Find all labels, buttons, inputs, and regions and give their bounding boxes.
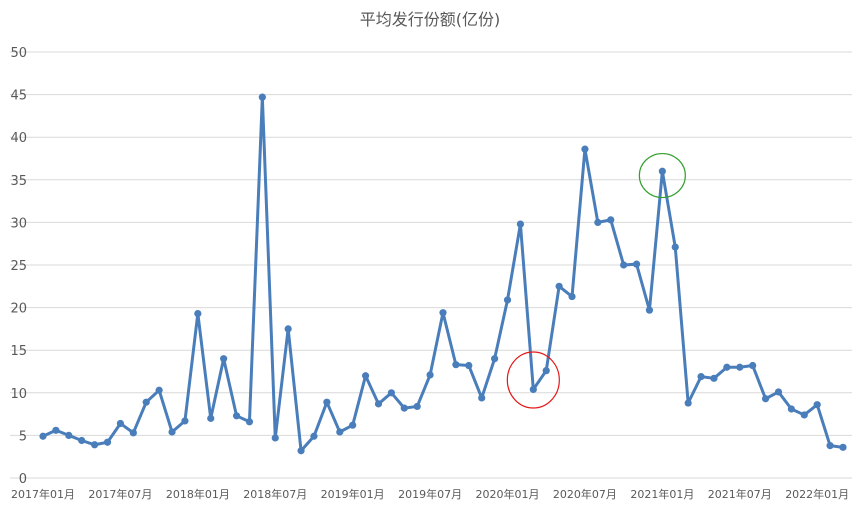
- data-point: [129, 429, 137, 437]
- data-point: [297, 447, 305, 455]
- data-point: [271, 434, 279, 442]
- y-tick-label: 50: [10, 46, 27, 61]
- data-point: [839, 443, 847, 451]
- data-point: [232, 412, 241, 420]
- data-point: [594, 218, 602, 226]
- data-point: [465, 361, 473, 370]
- x-tick-label: 2020年07月: [553, 487, 617, 501]
- data-point: [736, 363, 744, 371]
- data-point: [39, 432, 47, 440]
- data-point: [323, 398, 331, 406]
- data-point: [439, 309, 447, 317]
- data-point: [723, 363, 731, 371]
- annotation-circle: [506, 351, 560, 409]
- data-point: [168, 428, 176, 436]
- data-point: [52, 426, 60, 434]
- data-point: [620, 261, 628, 269]
- data-point: [413, 402, 421, 411]
- data-point: [671, 243, 679, 251]
- data-point: [155, 386, 163, 394]
- data-point: [349, 421, 357, 429]
- data-point: [800, 411, 808, 419]
- y-tick-label: 40: [10, 131, 27, 146]
- data-point: [207, 414, 215, 422]
- y-tick-label: 10: [10, 387, 27, 402]
- y-tick-label: 0: [19, 472, 27, 487]
- data-point: [581, 145, 589, 153]
- x-tick-label: 2018年07月: [243, 487, 307, 501]
- data-point: [142, 398, 150, 406]
- y-tick-label: 5: [19, 429, 27, 444]
- gridlines: [10, 51, 852, 479]
- data-point: [245, 418, 254, 426]
- data-point: [310, 432, 318, 440]
- data-point: [336, 428, 344, 436]
- data-point: [452, 361, 460, 369]
- data-point: [503, 296, 512, 304]
- annotation-circle: [638, 152, 686, 199]
- data-point: [374, 400, 383, 408]
- data-point: [78, 436, 86, 445]
- data-point: [607, 216, 615, 224]
- data-point: [91, 441, 99, 449]
- data-point: [761, 395, 770, 403]
- series-points: [39, 93, 847, 455]
- data-point: [774, 388, 783, 396]
- x-tick-label: 2017年07月: [88, 487, 152, 501]
- x-axis: 2017年01月 2017年07月 2018年01月 2018年07月 2019年01月…: [11, 487, 849, 501]
- data-point: [542, 367, 550, 375]
- data-point: [491, 355, 499, 363]
- x-tick-label: 2018年01月: [166, 487, 230, 501]
- y-tick-label: 15: [10, 344, 27, 359]
- annotations: [506, 152, 686, 409]
- data-point: [813, 401, 821, 409]
- data-point: [284, 325, 292, 333]
- y-tick-label: 25: [10, 259, 27, 274]
- x-tick-label: 2021年07月: [708, 487, 772, 501]
- data-point: [787, 405, 795, 413]
- data-point: [697, 373, 705, 381]
- y-axis: 0 5 10 15 20 25 30 35 40 45 50: [10, 46, 27, 487]
- y-tick-label: 45: [10, 89, 27, 104]
- data-point: [387, 389, 395, 397]
- data-point: [710, 374, 718, 382]
- data-point: [658, 167, 666, 175]
- data-point: [116, 419, 125, 428]
- x-tick-label: 2019年07月: [398, 487, 462, 501]
- x-tick-label: 2017年01月: [11, 487, 75, 501]
- y-tick-label: 30: [10, 216, 27, 231]
- x-tick-label: 2020年01月: [476, 487, 540, 501]
- data-point: [632, 260, 641, 268]
- data-point: [516, 220, 525, 228]
- data-point: [258, 93, 266, 101]
- data-point: [361, 372, 370, 380]
- data-point: [426, 371, 434, 379]
- data-point: [529, 385, 537, 393]
- data-point: [645, 306, 654, 314]
- data-point: [555, 282, 563, 290]
- data-point: [684, 399, 692, 407]
- data-point: [826, 442, 834, 450]
- data-point: [220, 355, 228, 363]
- y-tick-label: 20: [10, 302, 27, 317]
- x-tick-label: 2022年01月: [785, 487, 849, 501]
- data-point: [65, 431, 73, 439]
- series-line: [42, 95, 844, 453]
- y-tick-label: 35: [10, 174, 27, 189]
- data-point: [478, 394, 486, 402]
- data-point: [749, 361, 757, 370]
- data-point: [194, 309, 202, 318]
- data-point: [568, 292, 576, 301]
- data-point: [103, 438, 112, 446]
- chart-title: 平均发行份额(亿份): [360, 10, 501, 29]
- x-tick-label: 2019年01月: [321, 487, 385, 501]
- data-point: [181, 417, 189, 425]
- data-point: [400, 404, 408, 412]
- x-tick-label: 2021年01月: [630, 487, 694, 501]
